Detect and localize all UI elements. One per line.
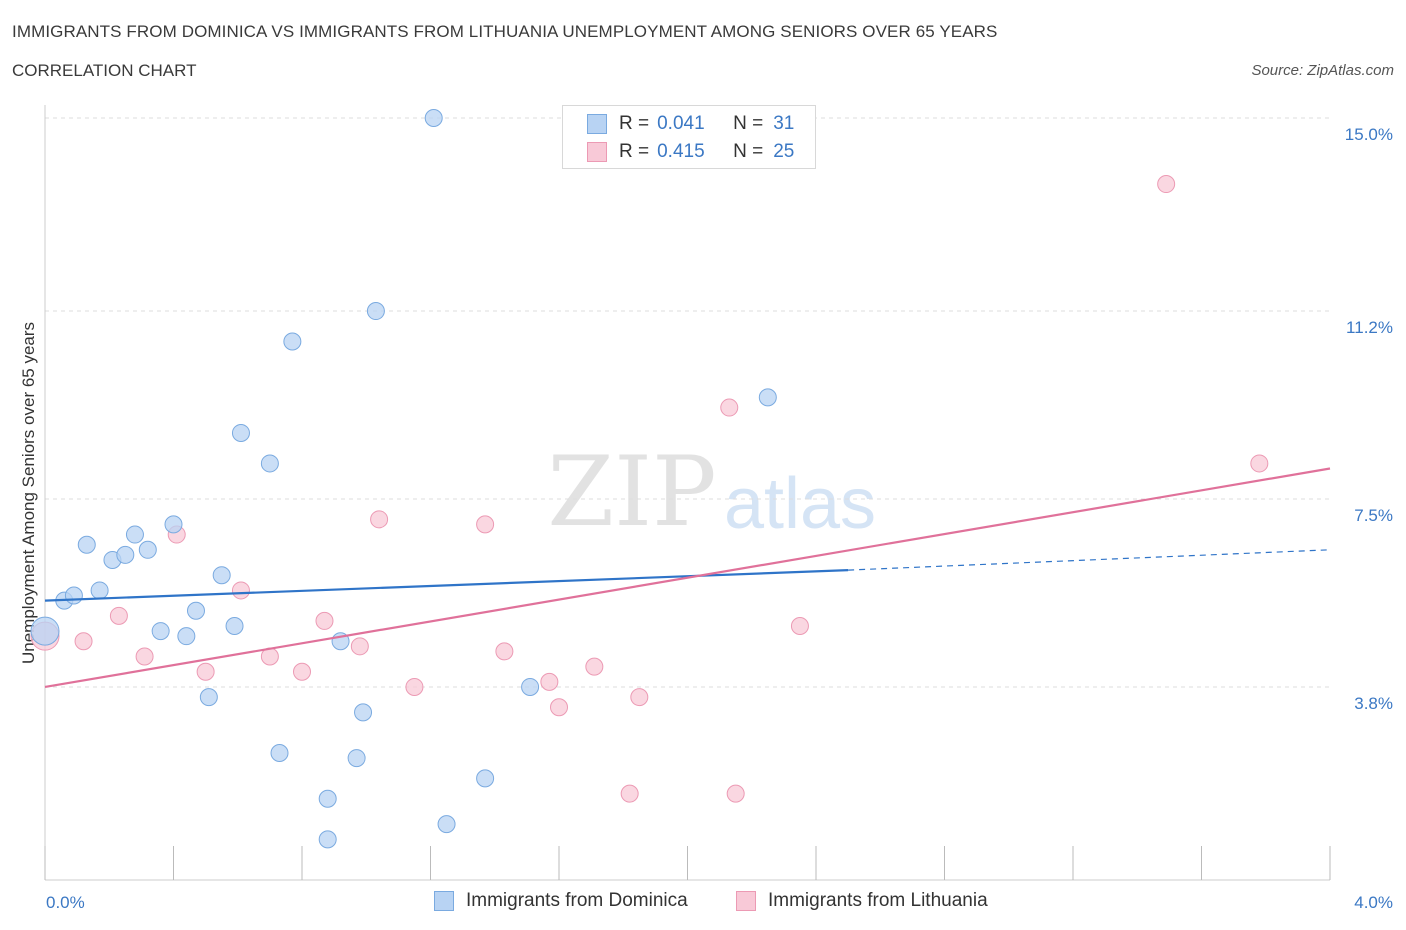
watermark: ZIP atlas	[547, 436, 876, 548]
lithuania-point	[585, 657, 604, 676]
axes	[44, 105, 1331, 881]
watermark-zip: ZIP	[547, 436, 716, 548]
watermark-atlas: atlas	[724, 464, 876, 544]
lithuania-point	[405, 677, 424, 696]
x-tick-label: 4.0%	[1354, 893, 1393, 912]
dominica-point	[476, 769, 495, 788]
dominica-point	[30, 616, 60, 646]
dominica-point	[318, 830, 337, 849]
dominica-point	[270, 744, 289, 762]
lithuania-point	[74, 632, 93, 651]
x-tick-label: 0.0%	[46, 893, 85, 912]
lithuania-point	[135, 647, 154, 666]
legend-item-dominica[interactable]: Immigrants from Dominica	[434, 890, 688, 912]
legend-row-lithuania: R = 0.415 N = 25	[587, 140, 794, 164]
lithuania-point	[630, 688, 649, 707]
y-tick-label: 11.2%	[1346, 318, 1393, 337]
dominica-point	[231, 423, 250, 442]
y-tick-label: 15.0%	[1345, 125, 1393, 144]
dominica-point	[64, 586, 83, 605]
lithuania-point	[495, 642, 514, 661]
lithuania-point	[196, 662, 215, 681]
dominica-point	[199, 688, 218, 707]
legend-label-lithuania: Immigrants from Lithuania	[768, 890, 988, 911]
dominica-point	[354, 703, 373, 722]
legend-r-label: R =	[619, 141, 650, 162]
dominica-trend-line	[44, 569, 849, 602]
lithuania-point	[540, 672, 559, 691]
dominica-trend-extension	[848, 549, 1331, 571]
y-tick-labels: 3.8% 7.5% 11.2% 15.0%	[1345, 125, 1393, 713]
legend-r-value: 0.415	[657, 141, 705, 162]
y-tick-label: 3.8%	[1354, 694, 1393, 713]
lithuania-point	[1250, 454, 1269, 473]
dominica-point	[437, 815, 456, 834]
dominica-point	[125, 525, 144, 544]
legend-r-value: 0.041	[657, 113, 705, 134]
series-legend: Immigrants from Dominica Immigrants from…	[0, 890, 1406, 916]
dominica-point	[424, 109, 443, 127]
dominica-point	[164, 515, 183, 534]
dominica-point	[758, 388, 777, 407]
dominica-point	[521, 677, 540, 696]
lithuania-point	[726, 784, 745, 803]
y-tick-label: 7.5%	[1354, 506, 1393, 525]
dominica-point	[212, 566, 231, 585]
dominica-point	[283, 332, 302, 351]
legend-r-label: R =	[619, 113, 650, 134]
legend-label-dominica: Immigrants from Dominica	[466, 890, 688, 911]
legend-row-dominica: R = 0.041 N = 31	[587, 112, 794, 136]
lithuania-point	[293, 662, 311, 681]
legend-swatch-dominica	[434, 891, 454, 911]
dominica-point	[177, 627, 196, 646]
lithuania-point	[231, 581, 250, 600]
dominica-point	[186, 601, 205, 620]
lithuania-point	[550, 698, 568, 717]
source-label: Source: ZipAtlas.com	[1251, 62, 1394, 79]
lithuania-point	[350, 637, 369, 656]
legend-item-lithuania[interactable]: Immigrants from Lithuania	[736, 890, 988, 912]
stats-legend: R = 0.041 N = 31 R = 0.415 N = 25	[562, 105, 816, 169]
dominica-point	[90, 581, 109, 600]
lithuania-point	[109, 606, 128, 625]
legend-n-label: N =	[733, 113, 764, 134]
lithuania-point	[370, 510, 389, 529]
legend-n-value: 31	[773, 113, 795, 134]
chart-subtitle: CORRELATION CHART	[12, 61, 197, 80]
dominica-point	[116, 545, 135, 564]
grid-lines	[45, 117, 1330, 688]
dominica-point	[366, 302, 385, 321]
x-tick-labels: 0.0% 4.0%	[46, 893, 1393, 912]
lithuania-point	[476, 515, 495, 534]
lithuania-trend-line	[44, 467, 1331, 689]
dominica-point	[77, 535, 96, 554]
lithuania-point	[315, 611, 334, 630]
lithuania-point	[1157, 175, 1176, 194]
dominica-point	[318, 789, 337, 808]
legend-swatch-lithuania	[587, 142, 607, 162]
dominica-point	[138, 540, 157, 559]
chart-title: IMMIGRANTS FROM DOMINICA VS IMMIGRANTS F…	[12, 22, 998, 41]
lithuania-point	[720, 398, 739, 417]
dominica-point	[347, 749, 366, 768]
legend-swatch-dominica	[587, 114, 607, 134]
dominica-point	[151, 622, 170, 641]
legend-swatch-lithuania	[736, 891, 756, 911]
y-axis-label: Unemployment Among Seniors over 65 years	[19, 322, 38, 664]
legend-n-label: N =	[733, 141, 764, 162]
dominica-point	[260, 454, 279, 473]
lithuania-point	[620, 784, 639, 803]
trend-lines	[44, 467, 1331, 689]
lithuania-point	[790, 617, 809, 635]
legend-n-value: 25	[773, 141, 795, 162]
dominica-point	[225, 617, 244, 635]
